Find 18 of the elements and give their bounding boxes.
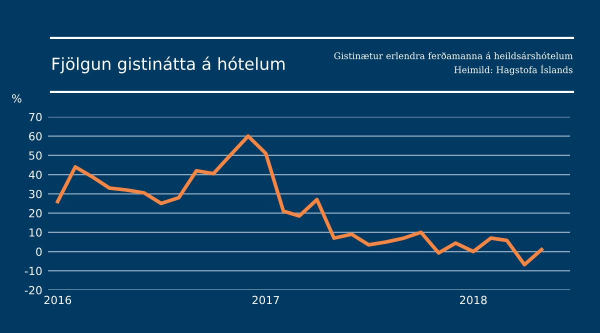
text: Heimild: Hagstofa Íslands xyxy=(454,64,573,76)
y-tick-label: 50 xyxy=(29,151,42,160)
y-tick-label: 20 xyxy=(29,209,42,218)
y-tick-label: 0 xyxy=(36,248,42,256)
x-tick-label: 2018 xyxy=(460,296,487,304)
y-tick-label: 30 xyxy=(29,190,42,198)
chart-title: Fjölgun gistinátta á hótelum xyxy=(52,56,285,74)
y-tick-label: 60 xyxy=(29,132,42,140)
y-axis-title: % xyxy=(12,94,22,103)
line-series xyxy=(56,134,544,266)
y-tick-label: -10 xyxy=(24,266,42,276)
y-tick-label: -20 xyxy=(24,286,42,294)
chart-subtitle: Gistinætur erlendra ferðamanna á heildsárshótelum xyxy=(334,52,573,60)
x-tick-label: 2017 xyxy=(252,296,279,304)
y-tick-label: 70 xyxy=(29,112,42,122)
y-tick-label: 40 xyxy=(28,170,42,179)
x-tick-label: 2016 xyxy=(44,296,72,304)
y-tick-label: 10 xyxy=(30,228,42,237)
